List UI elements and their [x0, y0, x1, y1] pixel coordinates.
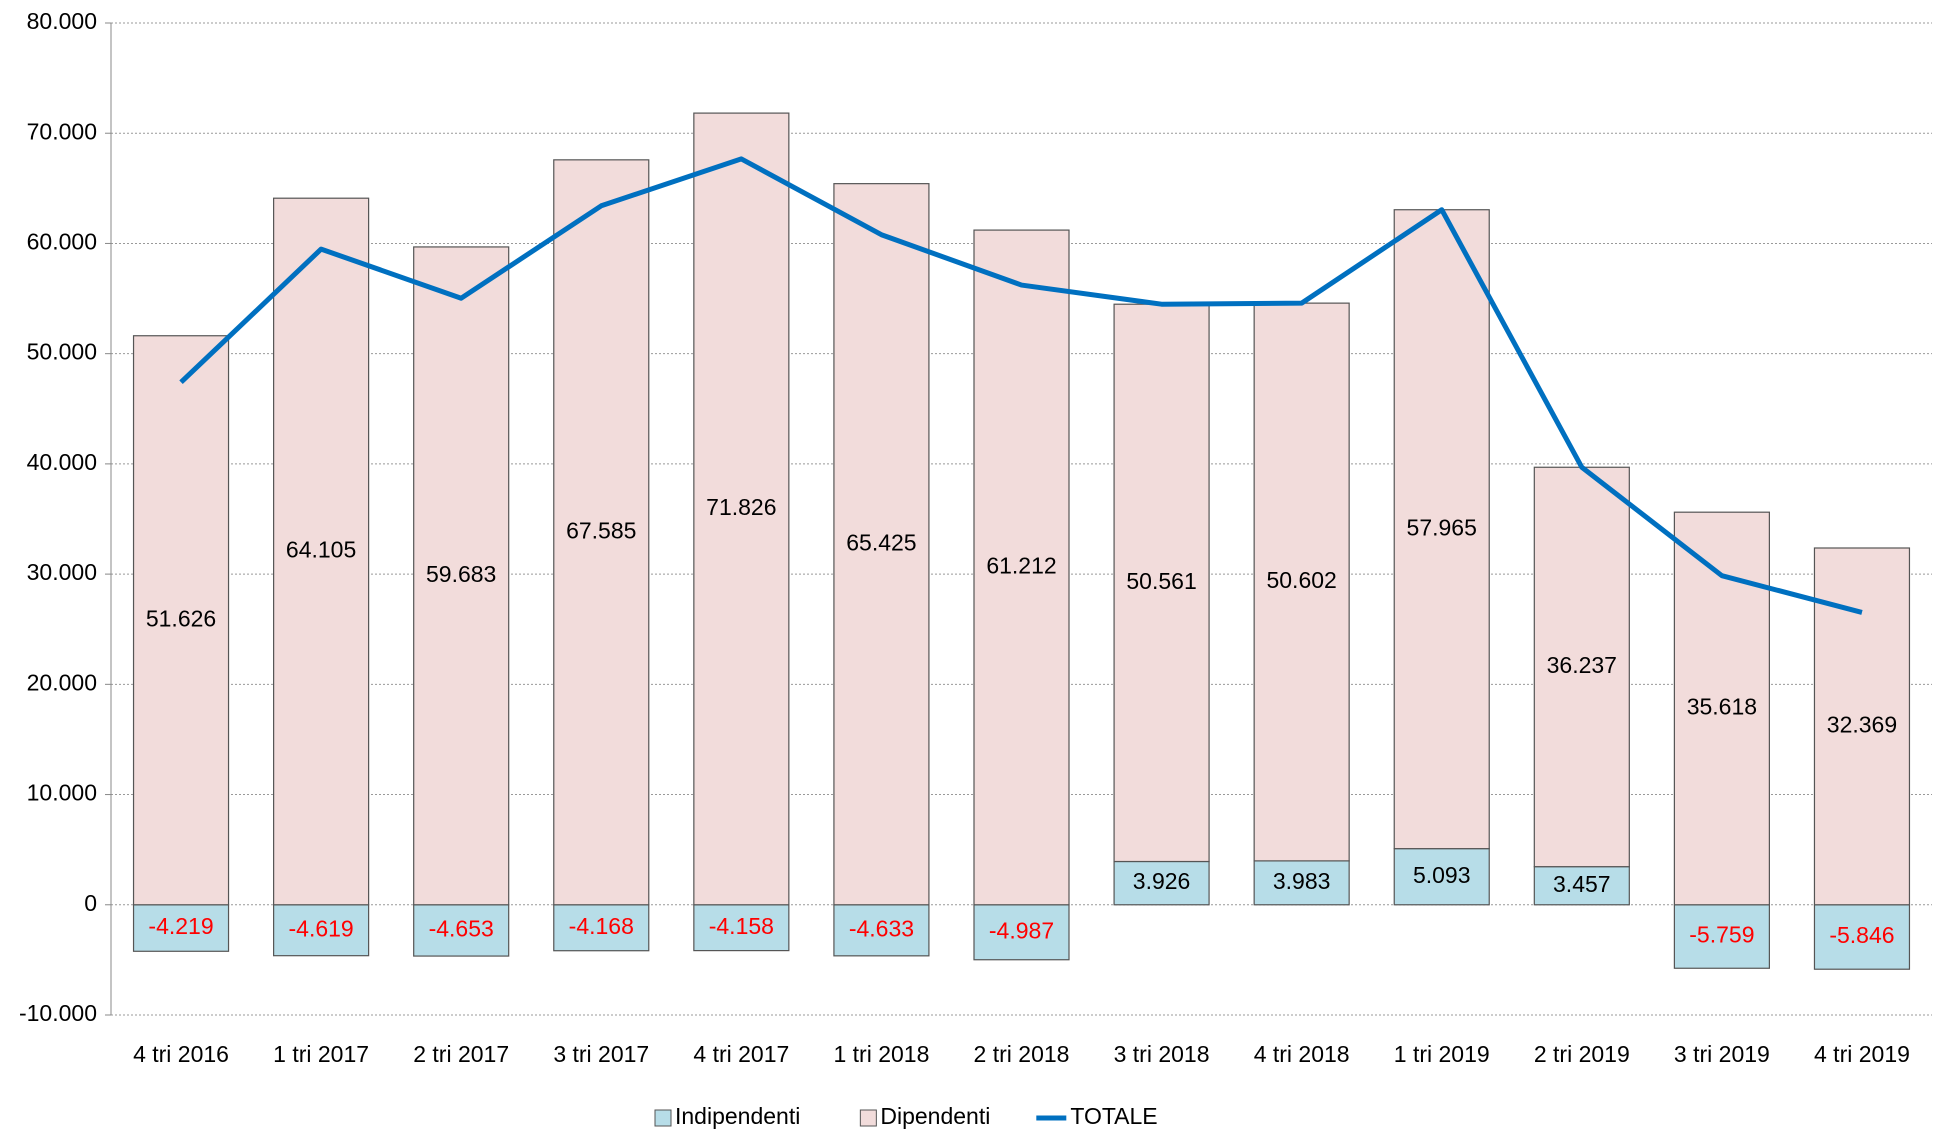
- line: [179, 156, 1863, 615]
- x-tick-label: 2 tri 2019: [1534, 1041, 1630, 1067]
- x-tick-label: 3 tri 2019: [1674, 1041, 1770, 1067]
- value-label: 71.826: [706, 494, 776, 520]
- value-label: 3.926: [1133, 868, 1191, 894]
- value-label: 65.425: [846, 529, 916, 555]
- value-label: 50.561: [1126, 568, 1196, 594]
- bar: [1533, 866, 1630, 906]
- x-tick-label: 1 tri 2018: [833, 1041, 929, 1067]
- value-label: -4.633: [849, 915, 914, 941]
- value-label: -4.158: [709, 913, 774, 939]
- bar: [1673, 904, 1770, 969]
- x-tick-label: 2 tri 2018: [974, 1041, 1070, 1067]
- value-label: 50.602: [1266, 567, 1336, 593]
- legend-label: Indipendenti: [675, 1103, 800, 1129]
- bar: [833, 183, 930, 906]
- value-label: 67.585: [566, 517, 636, 543]
- value-label: -4.987: [989, 917, 1054, 943]
- value-label: 64.105: [286, 537, 356, 563]
- bar: [413, 904, 510, 957]
- y-tick-label: -10.000: [19, 1000, 97, 1026]
- bar: [553, 159, 650, 906]
- bar: [693, 112, 790, 906]
- value-label: 51.626: [146, 605, 216, 631]
- x-tick-label: 4 tri 2018: [1254, 1041, 1350, 1067]
- value-label: 57.965: [1407, 514, 1477, 540]
- legend-label: Dipendenti: [880, 1103, 990, 1129]
- bar: [413, 246, 510, 906]
- bar: [973, 229, 1070, 906]
- value-label: 59.683: [426, 561, 496, 587]
- bar: [1253, 302, 1350, 862]
- y-tick-label: 20.000: [27, 669, 97, 695]
- value-label: 36.237: [1547, 652, 1617, 678]
- x-tick-label: 2 tri 2017: [413, 1041, 509, 1067]
- value-label: 35.618: [1687, 694, 1757, 720]
- value-label: -4.619: [289, 915, 354, 941]
- x-tick-label: 4 tri 2017: [693, 1041, 789, 1067]
- bar: [833, 904, 930, 957]
- bar: [1253, 860, 1350, 906]
- legend-swatch: [654, 1109, 672, 1127]
- legend-swatch: [859, 1109, 877, 1127]
- x-tick-label: 1 tri 2017: [273, 1041, 369, 1067]
- value-label: -5.846: [1829, 922, 1894, 948]
- value-label: -4.219: [148, 913, 213, 939]
- value-label: 3.983: [1273, 868, 1331, 894]
- y-tick-label: 70.000: [27, 118, 97, 144]
- bar: [132, 904, 230, 952]
- x-tick-label: 3 tri 2017: [553, 1041, 649, 1067]
- value-label: -5.759: [1689, 922, 1754, 948]
- bar: [132, 335, 230, 906]
- x-tick-label: 4 tri 2016: [133, 1041, 229, 1067]
- y-tick-label: 40.000: [27, 449, 97, 475]
- x-tick-label: 1 tri 2019: [1394, 1041, 1490, 1067]
- bar: [1533, 466, 1630, 868]
- y-tick-label: 30.000: [27, 559, 97, 585]
- y-tick-label: 10.000: [27, 780, 97, 806]
- value-label: -4.653: [429, 915, 494, 941]
- bar: [1813, 547, 1911, 906]
- value-label: -4.168: [569, 913, 634, 939]
- bar: [1113, 303, 1210, 863]
- y-tick-label: 50.000: [27, 339, 97, 365]
- y-tick-label: 0: [84, 890, 97, 916]
- y-tick-label: 80.000: [27, 8, 97, 34]
- bar: [973, 904, 1070, 961]
- bar: [273, 904, 370, 957]
- value-label: 61.212: [986, 553, 1056, 579]
- value-label: 32.369: [1827, 711, 1897, 737]
- value-label: 5.093: [1413, 862, 1471, 888]
- bar: [553, 904, 650, 952]
- bar: [273, 197, 370, 906]
- x-tick-label: 3 tri 2018: [1114, 1041, 1210, 1067]
- x-tick-label: 4 tri 2019: [1814, 1041, 1910, 1067]
- legend-label: TOTALE: [1070, 1103, 1157, 1129]
- y-tick-label: 60.000: [27, 229, 97, 255]
- bar: [1113, 860, 1210, 906]
- value-label: 3.457: [1553, 871, 1611, 897]
- bar: [1393, 848, 1490, 906]
- bar: [693, 904, 790, 952]
- bar: [1393, 209, 1490, 850]
